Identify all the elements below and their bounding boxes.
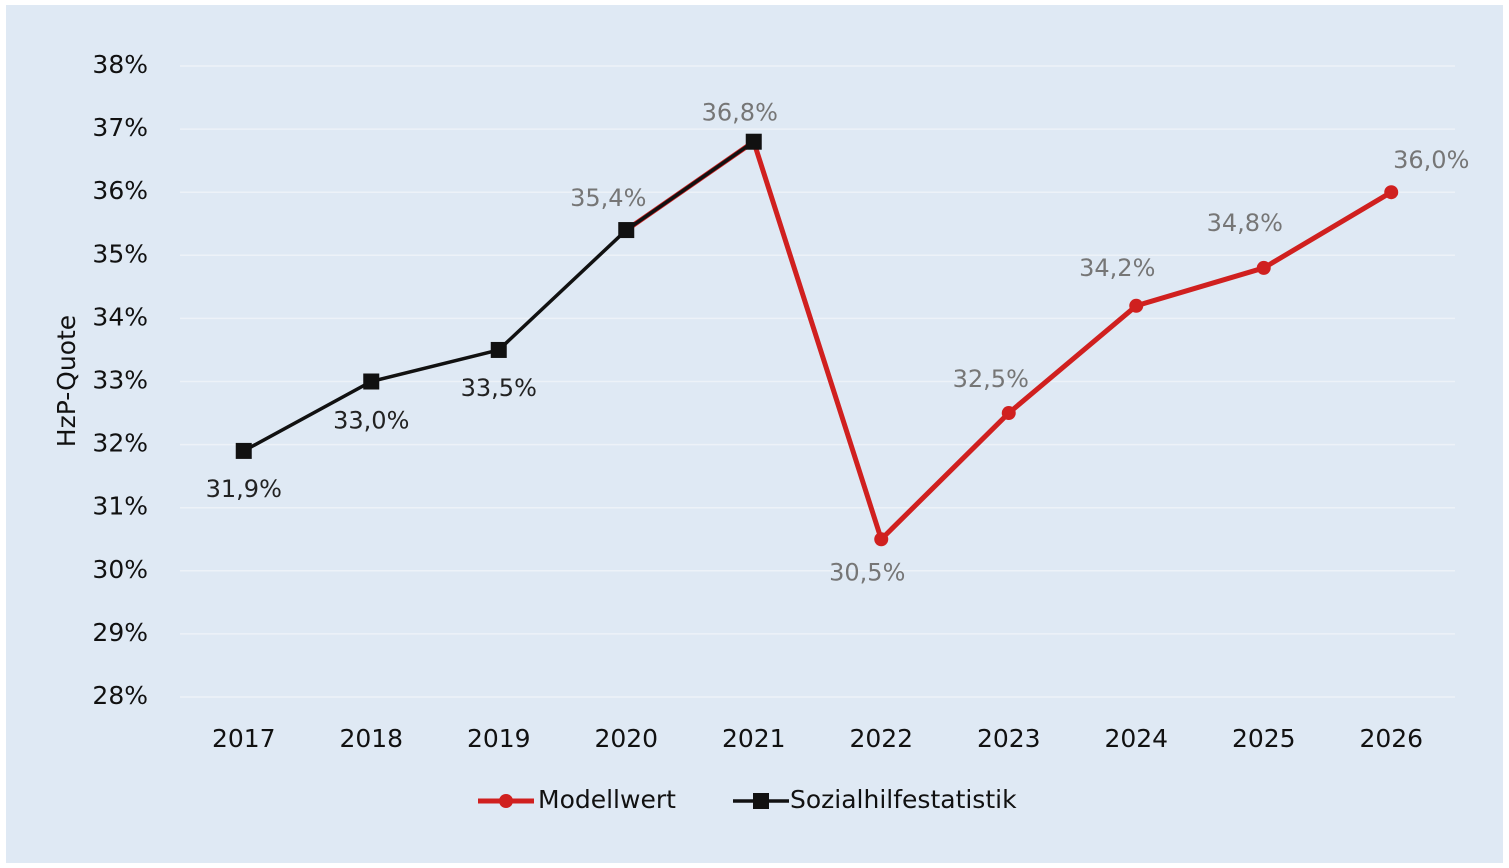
y-tick-label: 28% [92, 681, 148, 710]
y-tick-label: 37% [92, 113, 148, 142]
data-point [1001, 406, 1016, 421]
x-tick-label: 2019 [467, 724, 531, 753]
x-tick-label: 2023 [977, 724, 1041, 753]
data-point [1256, 260, 1271, 275]
x-tick-label: 2025 [1232, 724, 1296, 753]
data-point [618, 222, 635, 239]
data-label: 33,5% [461, 374, 537, 402]
data-label: 35,4% [570, 184, 646, 212]
x-tick-label: 2020 [594, 724, 658, 753]
legend-label: Sozialhilfestatistik [790, 785, 1017, 814]
y-tick-label: 35% [92, 239, 148, 268]
data-label: 31,9% [206, 475, 282, 503]
y-tick-label: 38% [92, 50, 148, 79]
data-point [235, 442, 252, 459]
data-label: 34,2% [1079, 254, 1155, 282]
x-tick-label: 2026 [1359, 724, 1423, 753]
legend-marker [499, 794, 513, 808]
y-tick-label: 34% [92, 302, 148, 331]
y-axis-label: HzP-Quote [52, 315, 81, 447]
data-label: 36,0% [1393, 146, 1469, 174]
data-point [490, 341, 507, 358]
data-point [1384, 185, 1399, 200]
y-tick-label: 30% [92, 555, 148, 584]
y-tick-label: 31% [92, 492, 148, 521]
y-tick-label: 29% [92, 618, 148, 647]
x-tick-label: 2018 [339, 724, 403, 753]
data-label: 34,8% [1207, 209, 1283, 237]
data-point [1129, 298, 1144, 313]
data-label: 32,5% [953, 365, 1029, 393]
legend-marker [753, 793, 769, 809]
x-tick-label: 2024 [1104, 724, 1168, 753]
legend-label: Modellwert [538, 785, 676, 814]
y-tick-label: 32% [92, 429, 148, 458]
data-label: 30,5% [829, 558, 905, 586]
data-label: 36,8% [702, 99, 778, 127]
x-tick-label: 2022 [849, 724, 913, 753]
x-tick-label: 2017 [212, 724, 276, 753]
data-point [363, 373, 380, 390]
data-point [745, 133, 762, 150]
data-point [874, 532, 889, 547]
y-tick-label: 33% [92, 366, 148, 395]
data-label: 33,0% [333, 407, 409, 435]
y-tick-label: 36% [92, 176, 148, 205]
x-tick-label: 2021 [722, 724, 786, 753]
